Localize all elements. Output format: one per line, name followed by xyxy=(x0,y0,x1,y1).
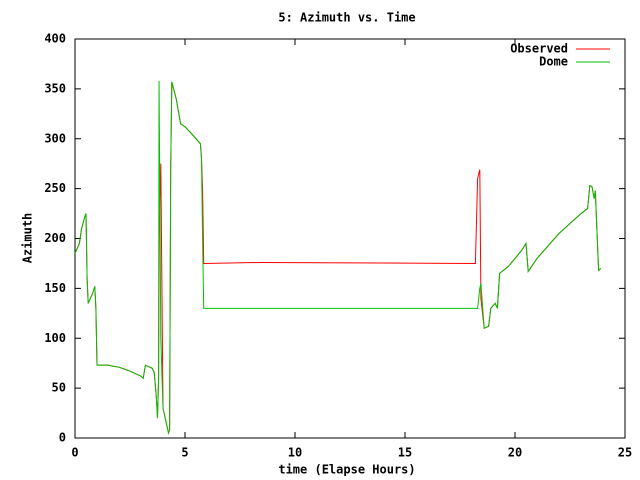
x-tick-label: 20 xyxy=(508,446,522,460)
y-tick-label: 100 xyxy=(44,331,66,345)
y-tick-label: 0 xyxy=(59,431,66,445)
data-line xyxy=(74,81,602,435)
y-tick-label: 250 xyxy=(44,181,66,195)
y-tick-label: 300 xyxy=(44,131,66,145)
legend-label: Observed xyxy=(510,42,568,56)
x-tick-label: 15 xyxy=(398,446,412,460)
x-tick-label: 0 xyxy=(71,446,78,460)
y-tick-label: 200 xyxy=(44,231,66,245)
x-tick-label: 25 xyxy=(618,446,632,460)
chart-title: 5: Azimuth vs. Time xyxy=(278,11,415,25)
y-tick-label: 400 xyxy=(44,32,66,46)
x-axis-label: time (Elapse Hours) xyxy=(278,463,415,477)
y-tick-label: 150 xyxy=(44,281,66,295)
y-tick-label: 350 xyxy=(44,81,66,95)
y-tick-label: 50 xyxy=(52,381,66,395)
x-tick-label: 5 xyxy=(181,446,188,460)
x-tick-label: 10 xyxy=(288,446,302,460)
data-line xyxy=(74,80,602,435)
legend-label: Dome xyxy=(539,55,568,69)
plot-border xyxy=(74,38,626,439)
y-axis-label: Azimuth xyxy=(21,213,35,264)
